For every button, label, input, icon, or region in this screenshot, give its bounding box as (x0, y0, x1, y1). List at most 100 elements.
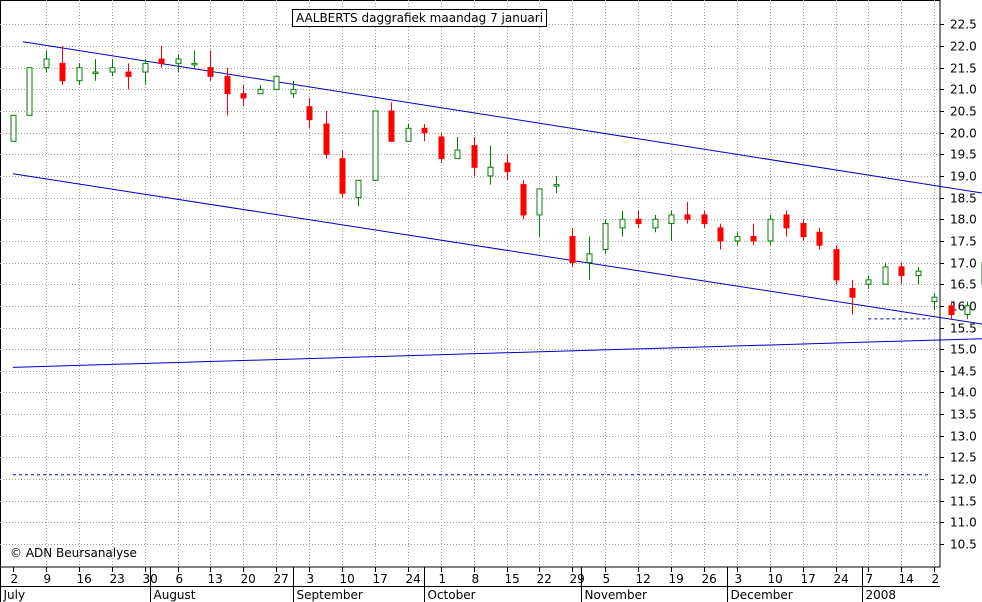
x-tick-label: 29 (570, 572, 585, 586)
chart-credit: © ADN Beursanalyse (10, 546, 137, 560)
x-tick-label: 3 (735, 572, 743, 586)
y-tick-label: 21.5 (950, 62, 977, 76)
x-tick-label: 10 (768, 572, 783, 586)
candle-up (76, 67, 83, 82)
y-tick-label: 17.5 (950, 235, 977, 249)
x-tick-label: 19 (669, 572, 684, 586)
x-tick-label: 22 (537, 572, 552, 586)
y-tick-label: 17.0 (950, 257, 977, 271)
plot-frame (0, 0, 941, 568)
candle-up (915, 270, 922, 277)
candle-up (10, 114, 17, 142)
x-tick-label: 24 (406, 572, 421, 586)
candle-down (898, 266, 905, 277)
x-tick-label: 27 (274, 572, 289, 586)
candle-down (421, 127, 428, 134)
candle-up (882, 266, 889, 285)
trend-line (22, 41, 982, 194)
candle-down (207, 67, 214, 77)
candle-down (800, 223, 807, 238)
x-tick-label: 13 (208, 572, 223, 586)
candle-down (504, 162, 511, 173)
candle-up (553, 184, 560, 187)
candle-up (931, 296, 938, 303)
x-tick-label: 2 (932, 572, 940, 586)
x-tick-label: 16 (77, 572, 92, 586)
candle-down (471, 145, 478, 168)
y-tick-label: 15.5 (950, 322, 977, 336)
x-tick-label: 14 (899, 572, 914, 586)
candle-up (602, 223, 609, 251)
candle-down (306, 106, 313, 121)
candle-up (767, 218, 774, 242)
candle-down (701, 214, 708, 225)
candle-down (635, 218, 642, 225)
y-tick-label: 14.5 (950, 365, 977, 379)
candle-down (323, 123, 330, 155)
candle-up (92, 71, 99, 75)
candle-down (717, 227, 724, 242)
month-label: August (154, 588, 196, 602)
candle-up (454, 149, 461, 160)
x-tick-label: 6 (176, 572, 184, 586)
candle-up (257, 88, 264, 95)
candle-up (191, 62, 198, 66)
chart-title: AALBERTS daggrafiek maandag 7 januari (292, 9, 548, 27)
month-label: 2008 (866, 588, 897, 602)
candle-up (536, 188, 543, 216)
y-tick-label: 13.0 (950, 430, 977, 444)
x-tick-label: 26 (702, 572, 717, 586)
y-tick-label: 16.5 (950, 278, 977, 292)
candle-down (520, 184, 527, 216)
candle-up (109, 67, 116, 73)
x-tick-label: 2 (11, 572, 19, 586)
candle-up (586, 253, 593, 264)
candle-down (750, 236, 757, 242)
y-tick-label: 18.0 (950, 213, 977, 227)
x-tick-label: 17 (373, 572, 388, 586)
y-tick-label: 22.0 (950, 40, 977, 54)
y-tick-label: 18.5 (950, 192, 977, 206)
y-tick-label: 19.0 (950, 170, 977, 184)
y-tick-label: 14.0 (950, 386, 977, 400)
trend-line (12, 173, 982, 325)
x-tick-label: 10 (340, 572, 355, 586)
candle-up (142, 62, 149, 73)
candle-down (125, 71, 132, 77)
candle-up (405, 127, 412, 142)
candle-up (355, 179, 362, 199)
candle-up (668, 214, 675, 225)
y-tick-label: 19.5 (950, 148, 977, 162)
y-tick-label: 20.5 (950, 105, 977, 119)
candle-down (438, 136, 445, 160)
candle-down (240, 93, 247, 99)
trend-line (12, 338, 982, 368)
x-tick-label: 17 (801, 572, 816, 586)
candle-up (734, 236, 741, 242)
y-tick-label: 13.5 (950, 408, 977, 422)
candle-up (43, 58, 50, 69)
candle-down (59, 62, 66, 82)
x-tick-label: 3 (307, 572, 315, 586)
candle-down (388, 110, 395, 142)
y-tick-label: 10.5 (950, 538, 977, 552)
candle-up (487, 166, 494, 177)
month-label: July (3, 588, 26, 602)
candle-up (652, 218, 659, 229)
candle-up (26, 67, 33, 116)
x-tick-label: 20 (241, 572, 256, 586)
month-label: September (297, 588, 363, 602)
candle-down (224, 75, 231, 95)
y-tick-label: 11.0 (950, 516, 977, 530)
candle-up (290, 88, 297, 95)
x-tick-label: 12 (636, 572, 651, 586)
y-tick-label: 21.0 (950, 83, 977, 97)
candle-down (833, 249, 840, 281)
x-tick-label: 24 (834, 572, 849, 586)
x-tick-label: 23 (110, 572, 125, 586)
candle-down (816, 231, 823, 246)
y-tick-label: 22.5 (950, 18, 977, 32)
candle-down (569, 236, 576, 264)
month-label: December (731, 588, 793, 602)
